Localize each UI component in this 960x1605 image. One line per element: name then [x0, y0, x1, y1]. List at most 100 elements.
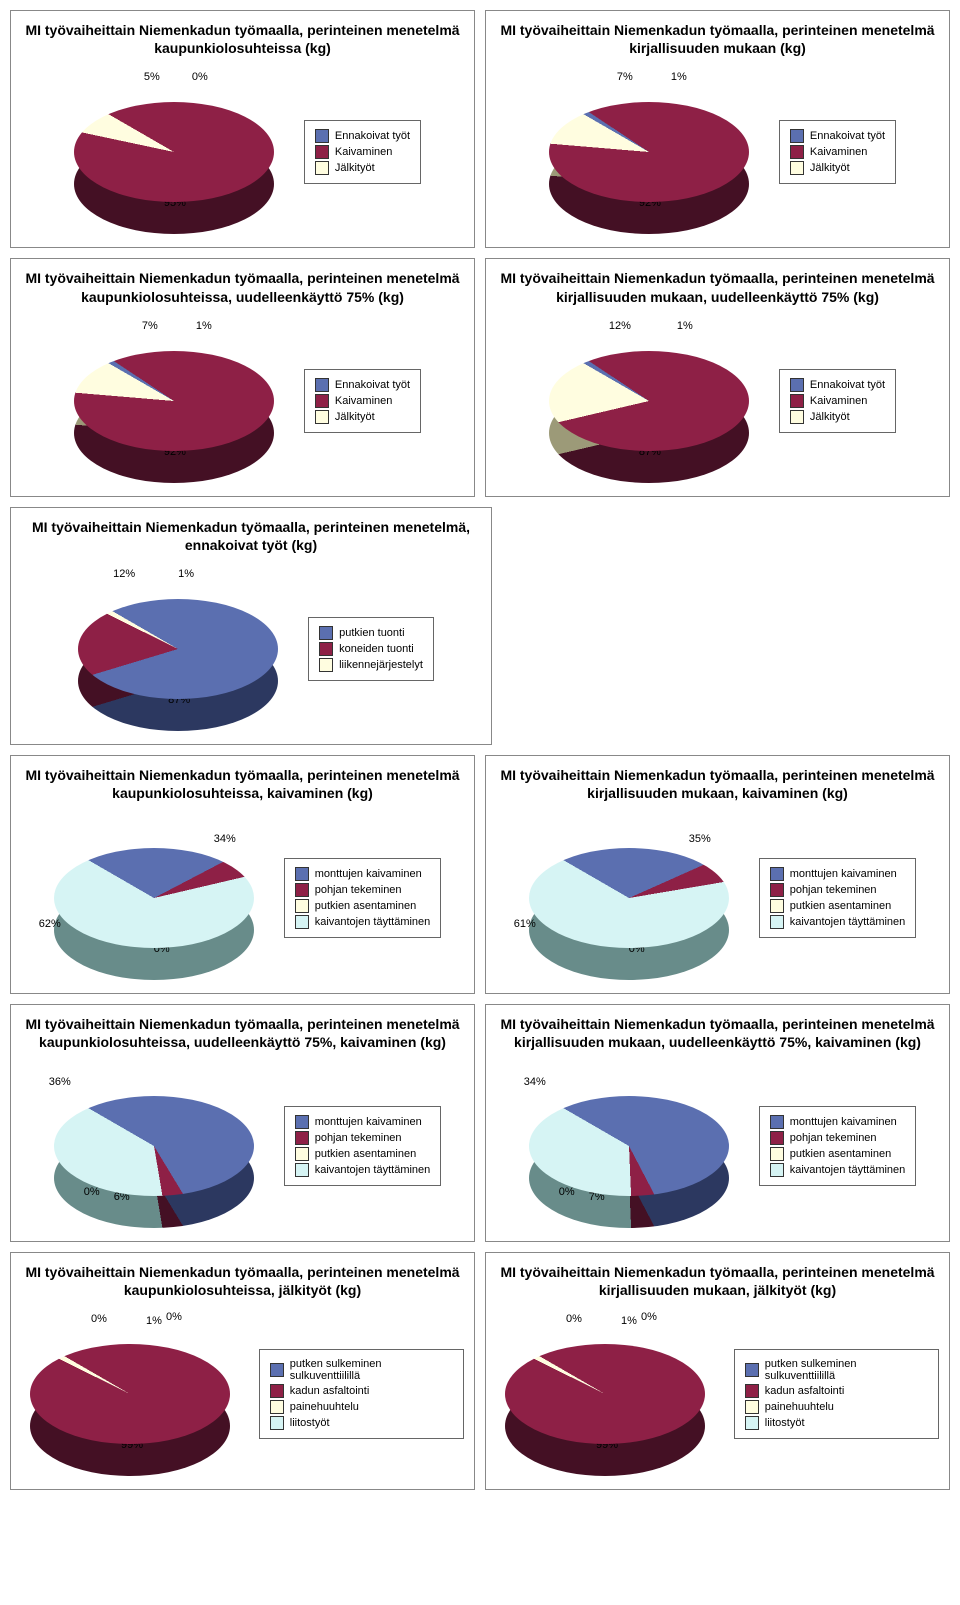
legend-item: Jälkityöt — [315, 161, 410, 175]
legend-item: Jälkityöt — [790, 410, 885, 424]
legend-swatch — [315, 410, 329, 424]
legend-label: kadun asfaltointi — [290, 1385, 370, 1397]
legend-label: putken sulkeminen sulkuventtiilillä — [765, 1358, 928, 1382]
pie-chart: 35%4%0%61% — [519, 823, 739, 973]
legend-label: kaivantojen täyttäminen — [315, 916, 431, 928]
legend: putken sulkeminen sulkuventtiilillä kadun… — [259, 1349, 464, 1439]
legend-swatch — [745, 1416, 759, 1430]
slice-label: 0% — [91, 1313, 107, 1325]
legend-swatch — [770, 1163, 784, 1177]
legend: putken sulkeminen sulkuventtiilillä kadun… — [734, 1349, 939, 1439]
chart-title: MI työvaiheittain Niemenkadun työmaalla,… — [21, 766, 464, 802]
legend-label: painehuuhtelu — [290, 1401, 359, 1413]
legend-swatch — [790, 410, 804, 424]
pie-chart: 58%6%0%36% — [44, 1071, 264, 1221]
legend-label: liitostyöt — [765, 1417, 805, 1429]
legend-swatch — [319, 642, 333, 656]
legend-item: pohjan tekeminen — [770, 883, 906, 897]
legend-swatch — [315, 394, 329, 408]
legend: monttujen kaivaminen pohjan tekeminen putk… — [759, 1106, 917, 1186]
legend-swatch — [770, 899, 784, 913]
pie-chart: 34%4%0%62% — [44, 823, 264, 973]
slice-label: 1% — [677, 320, 693, 332]
slice-label: 1% — [621, 1315, 637, 1327]
chart-panel: MI työvaiheittain Niemenkadun työmaalla,… — [10, 507, 492, 745]
legend-swatch — [745, 1400, 759, 1414]
legend-swatch — [295, 1147, 309, 1161]
legend-swatch — [790, 129, 804, 143]
legend-item: Kaivaminen — [315, 145, 410, 159]
legend-swatch — [295, 1163, 309, 1177]
legend-swatch — [790, 145, 804, 159]
legend-swatch — [295, 867, 309, 881]
legend-swatch — [270, 1363, 284, 1377]
legend-label: kaivantojen täyttäminen — [315, 1164, 431, 1176]
slice-label: 35% — [689, 833, 711, 845]
legend-item: Jälkityöt — [315, 410, 410, 424]
legend-swatch — [770, 1131, 784, 1145]
slice-label: 62% — [39, 918, 61, 930]
legend-swatch — [295, 883, 309, 897]
slice-label: 12% — [609, 320, 631, 332]
chart-title: MI työvaiheittain Niemenkadun työmaalla,… — [496, 21, 939, 57]
legend-swatch — [319, 658, 333, 672]
legend-swatch — [770, 883, 784, 897]
chart-title: MI työvaiheittain Niemenkadun työmaalla,… — [21, 269, 464, 305]
pie-chart: 59%7%0%34% — [519, 1071, 739, 1221]
legend-label: monttujen kaivaminen — [790, 1116, 897, 1128]
legend-label: Kaivaminen — [810, 395, 867, 407]
slice-label: 0% — [566, 1313, 582, 1325]
legend: Ennakoivat työt Kaivaminen Jälkityöt — [304, 120, 421, 184]
legend-item: liikennejärjestelyt — [319, 658, 423, 672]
slice-label: 1% — [196, 320, 212, 332]
legend-label: monttujen kaivaminen — [315, 868, 422, 880]
legend-swatch — [270, 1416, 284, 1430]
legend-label: putkien asentaminen — [315, 1148, 417, 1160]
legend-swatch — [790, 378, 804, 392]
legend-item: kaivantojen täyttäminen — [295, 1163, 431, 1177]
legend-label: putken sulkeminen sulkuventtiilillä — [290, 1358, 453, 1382]
slice-label: 61% — [514, 918, 536, 930]
slice-label: 0% — [84, 1186, 100, 1198]
legend-item: putken sulkeminen sulkuventtiilillä — [745, 1358, 928, 1382]
slice-label: 7% — [142, 320, 158, 332]
pie-chart: 0%99%1%0% — [496, 1319, 714, 1469]
chart-panel: MI työvaiheittain Niemenkadun työmaalla,… — [10, 1004, 475, 1242]
chart-panel: MI työvaiheittain Niemenkadun työmaalla,… — [485, 1252, 950, 1490]
legend-swatch — [790, 161, 804, 175]
legend-swatch — [270, 1384, 284, 1398]
legend-item: Ennakoivat työt — [790, 129, 885, 143]
legend-item: Ennakoivat työt — [315, 378, 410, 392]
legend-item: pohjan tekeminen — [295, 883, 431, 897]
chart-panel: MI työvaiheittain Niemenkadun työmaalla,… — [485, 258, 950, 496]
legend-label: painehuuhtelu — [765, 1401, 834, 1413]
legend-item: kadun asfaltointi — [745, 1384, 928, 1398]
slice-label: 34% — [214, 833, 236, 845]
legend-item: Kaivaminen — [790, 145, 885, 159]
slice-label: 34% — [524, 1076, 546, 1088]
legend-item: putken sulkeminen sulkuventtiilillä — [270, 1358, 453, 1382]
legend-label: putkien asentaminen — [790, 1148, 892, 1160]
chart-title: MI työvaiheittain Niemenkadun työmaalla,… — [496, 269, 939, 305]
legend-item: Ennakoivat työt — [315, 129, 410, 143]
legend-item: pohjan tekeminen — [295, 1131, 431, 1145]
legend-swatch — [315, 378, 329, 392]
legend-item: painehuuhtelu — [745, 1400, 928, 1414]
legend-label: Ennakoivat työt — [335, 379, 410, 391]
chart-title: MI työvaiheittain Niemenkadun työmaalla,… — [496, 1263, 939, 1299]
legend-swatch — [745, 1384, 759, 1398]
chart-title: MI työvaiheittain Niemenkadun työmaalla,… — [21, 1015, 464, 1051]
legend-label: Kaivaminen — [335, 146, 392, 158]
legend-item: monttujen kaivaminen — [770, 867, 906, 881]
pie-chart: 0%95%5% — [64, 77, 284, 227]
legend: Ennakoivat työtKaivaminenJälkityöt — [779, 120, 896, 184]
legend-item: monttujen kaivaminen — [770, 1115, 906, 1129]
chart-title: MI työvaiheittain Niemenkadun työmaalla,… — [21, 518, 481, 554]
legend-item: kaivantojen täyttäminen — [770, 915, 906, 929]
legend-label: pohjan tekeminen — [790, 1132, 877, 1144]
legend-swatch — [319, 626, 333, 640]
legend-swatch — [270, 1400, 284, 1414]
legend: Ennakoivat työtKaivaminenJälkityöt — [304, 369, 421, 433]
legend-item: Kaivaminen — [790, 394, 885, 408]
legend-item: monttujen kaivaminen — [295, 1115, 431, 1129]
